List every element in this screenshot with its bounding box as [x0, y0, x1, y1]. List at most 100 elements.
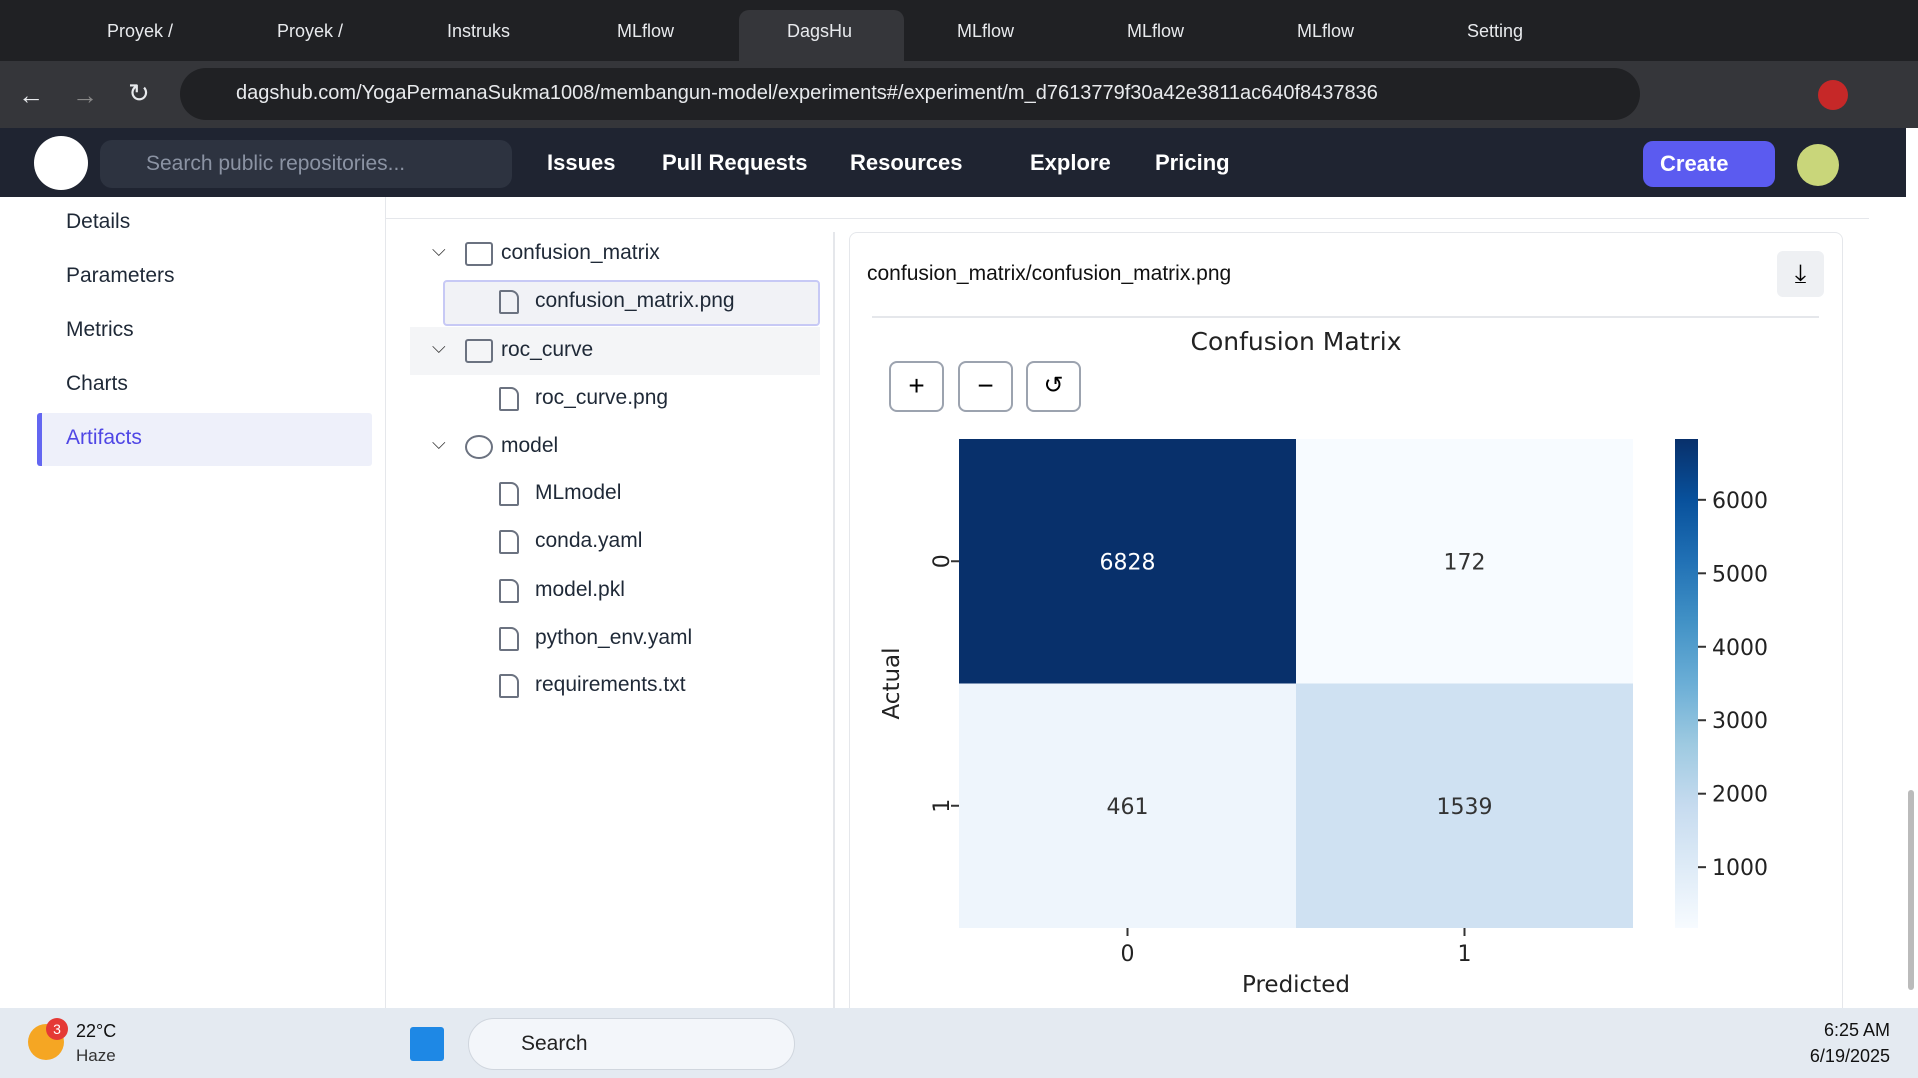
logo[interactable] — [34, 136, 88, 190]
tab[interactable]: MLflow — [617, 21, 675, 41]
tab[interactable]: MLflow — [1297, 21, 1355, 41]
cell-label: 172 — [1444, 550, 1486, 575]
tree-item[interactable]: roc_curve — [501, 338, 594, 361]
create-button[interactable] — [1643, 141, 1775, 187]
file-icon — [499, 290, 519, 314]
tree-item[interactable]: requirements.txt — [535, 673, 686, 696]
zoom-in[interactable]: + — [889, 361, 944, 412]
divider — [833, 232, 835, 1008]
back[interactable]: ← — [18, 80, 44, 110]
cell-label: 461 — [1107, 795, 1149, 820]
reset[interactable]: ↺ — [1026, 361, 1081, 412]
tab[interactable]: Setting — [1467, 21, 1524, 41]
tree-item[interactable]: python_env.yaml — [535, 626, 693, 649]
selected-row — [443, 280, 820, 326]
x-tick-label: 1 — [1458, 942, 1472, 967]
file-icon — [499, 482, 519, 506]
time: 6:25 AM — [1823, 1020, 1890, 1040]
divider — [385, 197, 386, 1008]
reload[interactable]: ↻ — [128, 78, 150, 108]
sidebar-item[interactable]: Charts — [66, 372, 128, 395]
y-tick-label: 1 — [930, 799, 955, 813]
file-icon — [499, 674, 519, 698]
y-axis-label: Actual — [879, 647, 905, 719]
colorbar-tick-label: 3000 — [1712, 709, 1768, 734]
tree-item[interactable]: confusion_matrix — [501, 241, 660, 264]
divider — [872, 316, 1819, 318]
weather: Haze — [76, 1046, 116, 1065]
colorbar-tick-label: 4000 — [1712, 636, 1768, 661]
tab[interactable]: DagsHu — [739, 10, 904, 61]
tab[interactable]: MLflow — [1127, 21, 1185, 41]
folder-icon — [465, 339, 493, 363]
model-icon — [465, 435, 493, 459]
date: 6/19/2025 — [1809, 1046, 1890, 1066]
create-label: Create — [1660, 151, 1729, 176]
download[interactable]: ⤓ — [1777, 251, 1824, 297]
heatmap-cell — [959, 683, 1296, 928]
zoom-out[interactable]: − — [958, 361, 1013, 412]
panel-header — [386, 197, 1869, 219]
folder-icon — [465, 242, 493, 266]
chevron[interactable]: ⌵ — [432, 240, 446, 260]
colorbar-tick-label: 6000 — [1712, 489, 1768, 514]
chevron[interactable]: ⌵ — [432, 337, 446, 357]
chevron[interactable]: ⌵ — [432, 433, 446, 453]
sidebar-item[interactable]: Metrics — [66, 318, 134, 341]
y-tick-label: 0 — [930, 554, 955, 568]
sidebar-item[interactable]: Details — [66, 210, 131, 233]
tree-item[interactable]: conda.yaml — [535, 529, 643, 552]
search-box[interactable] — [100, 140, 512, 188]
preview-path: confusion_matrix/confusion_matrix.png — [867, 262, 1232, 285]
nav-link[interactable]: Resources — [850, 150, 963, 175]
sidebar-item[interactable]: Artifacts — [66, 426, 142, 449]
nav-link[interactable]: Explore — [1030, 150, 1111, 175]
colorbar-tick-label: 1000 — [1712, 856, 1768, 881]
tree-item[interactable]: model — [501, 434, 559, 457]
file-icon — [499, 579, 519, 603]
file-icon — [499, 530, 519, 554]
omnibox[interactable] — [180, 68, 1640, 120]
file-icon — [499, 627, 519, 651]
tree-item[interactable]: roc_curve.png — [535, 386, 669, 409]
url[interactable]: dagshub.com/YogaPermanaSukma1008/membang… — [236, 82, 1378, 104]
chart-title: Confusion Matrix — [1190, 327, 1401, 356]
cell-label: 6828 — [1100, 550, 1156, 575]
nav-link[interactable]: Pricing — [1155, 150, 1230, 175]
tree-item[interactable]: confusion_matrix.png — [535, 289, 735, 312]
taskbar — [0, 1008, 1918, 1078]
taskbar-search[interactable] — [468, 1018, 795, 1070]
hover-row — [410, 327, 820, 375]
taskbar-search-label: Search — [521, 1032, 588, 1055]
colorbar — [1675, 439, 1698, 928]
active-item — [37, 413, 372, 466]
x-tick-label: 0 — [1121, 942, 1135, 967]
search-placeholder: Search public repositories... — [146, 152, 406, 175]
tab[interactable]: Proyek / — [107, 21, 174, 41]
profile[interactable] — [1818, 80, 1848, 110]
tree-item[interactable]: model.pkl — [535, 578, 625, 601]
tab[interactable]: Instruks — [447, 21, 511, 41]
start[interactable] — [410, 1027, 444, 1061]
tab[interactable]: MLflow — [957, 21, 1015, 41]
heatmap-cell — [1296, 439, 1633, 684]
scrollbar[interactable] — [1908, 790, 1914, 990]
nav-link[interactable]: Pull Requests — [662, 150, 808, 175]
sidebar-item[interactable]: Parameters — [66, 264, 175, 287]
colorbar-tick-label: 5000 — [1712, 562, 1768, 587]
nav-link[interactable]: Issues — [547, 150, 616, 175]
tab-strip — [0, 0, 1918, 61]
file-icon — [499, 387, 519, 411]
colorbar-tick-label: 2000 — [1712, 783, 1768, 808]
tab[interactable]: Proyek / — [277, 21, 344, 41]
heatmap: Confusion Matrix 6828 172 461 1539 0 1 0 1 Predic… — [879, 327, 1768, 998]
heatmap-cell — [1296, 683, 1633, 928]
cell-label: 1539 — [1437, 795, 1493, 820]
tree-item[interactable]: MLmodel — [535, 481, 622, 504]
temperature: 22°C — [76, 1021, 117, 1041]
badge: 3 — [46, 1018, 68, 1040]
avatar[interactable] — [1797, 144, 1839, 186]
forward[interactable]: → — [72, 80, 98, 110]
x-axis-label: Predicted — [1242, 972, 1350, 998]
